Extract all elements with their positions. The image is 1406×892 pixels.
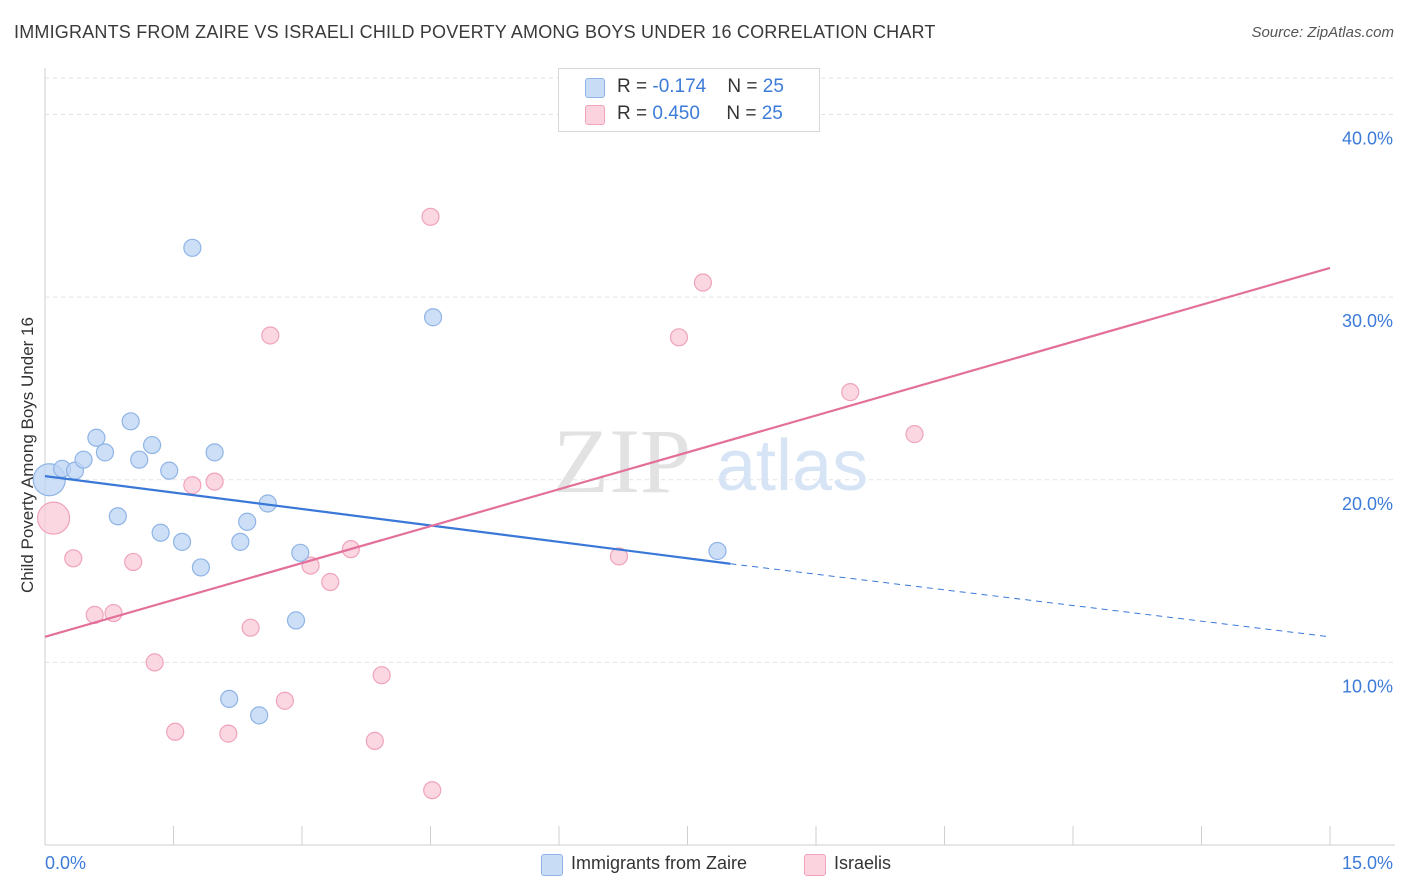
n-value-israelis: 25 bbox=[761, 103, 783, 124]
gridlines bbox=[45, 77, 1395, 663]
zaire-trend-line bbox=[44, 475, 731, 565]
watermark: ZIP atlas bbox=[553, 410, 868, 512]
y-tick-label: 10.0% bbox=[1342, 676, 1393, 696]
n-value-zaire: 25 bbox=[762, 76, 784, 97]
x-tick-label: 15.0% bbox=[1342, 853, 1393, 873]
israelis-point bbox=[321, 572, 340, 592]
r-value-zaire: -0.174 bbox=[652, 76, 707, 97]
zaire-point bbox=[286, 611, 306, 630]
israelis-point bbox=[241, 618, 260, 637]
israelis-swatch bbox=[585, 105, 605, 125]
zaire-point bbox=[172, 532, 192, 551]
r-value-israelis: 0.450 bbox=[652, 103, 700, 124]
r-label: R = bbox=[617, 76, 653, 97]
israelis-point bbox=[905, 425, 924, 444]
zaire-legend-swatch bbox=[541, 854, 563, 876]
israelis-points bbox=[36, 207, 924, 800]
zaire-point bbox=[291, 543, 310, 562]
trend-lines bbox=[44, 266, 1331, 638]
zaire-point bbox=[250, 706, 269, 725]
zaire-point bbox=[220, 689, 239, 709]
israelis-point bbox=[275, 691, 294, 710]
zaire-point bbox=[151, 523, 170, 542]
israelis-legend-swatch bbox=[804, 854, 826, 876]
israelis-point bbox=[423, 781, 442, 800]
zaire-point bbox=[121, 412, 140, 431]
n-label: N = bbox=[727, 76, 763, 97]
zaire-point bbox=[74, 450, 93, 469]
zaire-point bbox=[130, 450, 149, 469]
zaire-point bbox=[108, 507, 127, 526]
legend-label-zaire: Immigrants from Zaire bbox=[571, 853, 748, 873]
zaire-point bbox=[205, 443, 224, 462]
israelis-point bbox=[205, 472, 224, 491]
israelis-trend-line bbox=[44, 266, 1331, 638]
israelis-point bbox=[693, 273, 713, 292]
source-label: Source: ZipAtlas.com bbox=[1251, 24, 1394, 41]
series-legend: Immigrants from Zaire Israelis bbox=[0, 852, 1406, 878]
zaire-point bbox=[95, 443, 115, 462]
israelis-point bbox=[36, 501, 71, 535]
israelis-point bbox=[365, 731, 384, 751]
zaire-points bbox=[32, 238, 727, 725]
zaire-trend-extension bbox=[730, 563, 1331, 638]
legend-label-israelis: Israelis bbox=[834, 853, 892, 873]
israelis-point bbox=[609, 547, 629, 566]
israelis-point bbox=[669, 328, 689, 347]
y-tick-label: 30.0% bbox=[1342, 311, 1393, 331]
y-tick-label: 40.0% bbox=[1342, 129, 1393, 149]
x-tick-label: 0.0% bbox=[45, 853, 86, 873]
israelis-point bbox=[166, 722, 185, 741]
correlation-legend: R = -0.174 N = 25 R = 0.450 N = 25 bbox=[558, 68, 820, 132]
zaire-point bbox=[183, 238, 202, 257]
zaire-point bbox=[231, 532, 250, 551]
watermark-atlas: atlas bbox=[716, 426, 868, 506]
israelis-point bbox=[841, 383, 860, 402]
zaire-point bbox=[423, 308, 443, 327]
israelis-point bbox=[124, 552, 143, 572]
israelis-point bbox=[372, 666, 391, 685]
zaire-point bbox=[238, 512, 257, 531]
zaire-point bbox=[160, 461, 179, 480]
axes bbox=[44, 68, 1395, 846]
watermark-zip: ZIP bbox=[553, 410, 691, 512]
israelis-point bbox=[64, 549, 83, 568]
zaire-point bbox=[191, 558, 211, 577]
chart-title: IMMIGRANTS FROM ZAIRE VS ISRAELI CHILD P… bbox=[14, 22, 936, 42]
r-label: R = bbox=[617, 103, 653, 124]
israelis-point bbox=[183, 476, 202, 495]
israelis-point bbox=[145, 653, 164, 672]
zaire-point bbox=[142, 435, 162, 455]
zaire-point bbox=[708, 541, 727, 561]
israelis-point bbox=[219, 724, 238, 743]
zaire-swatch bbox=[585, 78, 605, 98]
n-label: N = bbox=[726, 103, 762, 124]
y-axis-label: Child Poverty Among Boys Under 16 bbox=[18, 317, 37, 593]
tick-labels: 10.0% 20.0% 30.0% 40.0% 0.0% 15.0% bbox=[45, 129, 1393, 873]
y-tick-label: 20.0% bbox=[1342, 494, 1393, 514]
israelis-point bbox=[421, 207, 440, 226]
israelis-point bbox=[261, 326, 280, 345]
zaire-point bbox=[87, 428, 106, 447]
